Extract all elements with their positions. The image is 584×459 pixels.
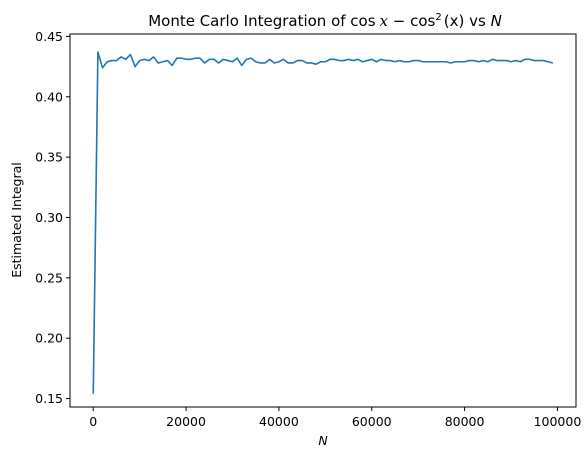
x-tick-label: 40000 bbox=[259, 414, 299, 429]
y-tick-label: 0.45 bbox=[35, 29, 63, 44]
x-tick-label: 80000 bbox=[445, 414, 485, 429]
x-axis: 0 20000 40000 60000 80000 100000 bbox=[89, 407, 581, 429]
y-tick-label: 0.35 bbox=[35, 150, 63, 165]
y-tick-label: 0.25 bbox=[35, 270, 63, 285]
x-axis-label: N bbox=[318, 433, 328, 448]
x-tick-label: 0 bbox=[89, 414, 97, 429]
x-tick-label: 60000 bbox=[352, 414, 392, 429]
y-tick-label: 0.30 bbox=[35, 210, 63, 225]
y-tick-label: 0.20 bbox=[35, 331, 63, 346]
y-tick-label: 0.40 bbox=[35, 89, 63, 104]
y-axis-label: Estimated Integral bbox=[9, 162, 24, 278]
y-tick-label: 0.15 bbox=[35, 391, 63, 406]
plot-frame bbox=[69, 33, 577, 408]
chart-title: Monte Carlo Integration of cos x − cos2 (x… bbox=[148, 12, 502, 30]
y-axis: 0.15 0.20 0.25 0.30 0.35 0.40 0.45 bbox=[35, 29, 70, 406]
x-tick-label: 100000 bbox=[534, 414, 582, 429]
x-tick-label: 20000 bbox=[166, 414, 206, 429]
series-line bbox=[92, 51, 554, 394]
